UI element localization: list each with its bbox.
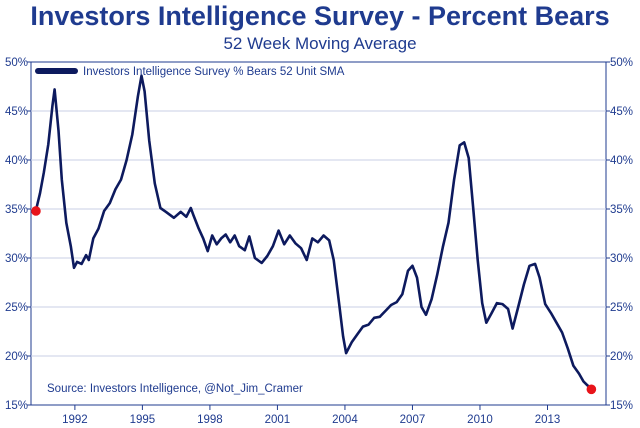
y-tick-label-left: 20% (5, 351, 28, 363)
x-tick-label: 2004 (332, 414, 358, 426)
legend: Investors Intelligence Survey % Bears 52… (35, 66, 345, 78)
y-tick-label-left: 25% (5, 302, 28, 314)
y-tick-label-left: 35% (5, 204, 28, 216)
x-tick-label: 2001 (265, 414, 291, 426)
marker-layer (31, 206, 597, 395)
axis-ticks: 15% 15% 20% 20% 25% 25% 30% 30% 35% 35% 40% 40% 45% 4… (5, 57, 633, 426)
y-tick-label-right: 20% (610, 351, 633, 363)
x-tick-label: 1998 (197, 414, 223, 426)
y-tick-label-right: 40% (610, 155, 633, 167)
endpoint-marker (31, 206, 41, 216)
plot-area (30, 61, 607, 406)
series-layer (34, 74, 593, 390)
y-tick-label-left: 45% (5, 106, 28, 118)
x-tick-label: 1995 (130, 414, 156, 426)
x-tick-label: 2013 (535, 414, 561, 426)
y-tick-label-left: 15% (5, 400, 28, 412)
chart-title: Investors Intelligence Survey - Percent … (30, 1, 610, 31)
y-tick-label-right: 15% (610, 400, 633, 412)
source-note: Source: Investors Intelligence, @Not_Jim… (47, 383, 303, 395)
y-tick-label-right: 25% (610, 302, 633, 314)
series-line (34, 74, 593, 390)
y-tick-label-left: 50% (5, 57, 28, 69)
endpoint-marker (586, 384, 597, 395)
y-tick-label-right: 30% (610, 253, 633, 265)
y-tick-label-right: 50% (610, 57, 633, 69)
y-tick-label-right: 35% (610, 204, 633, 216)
x-tick-label: 1992 (62, 414, 88, 426)
y-tick-label-left: 40% (5, 155, 28, 167)
legend-label: Investors Intelligence Survey % Bears 52… (83, 66, 345, 78)
y-tick-label-right: 45% (610, 106, 633, 118)
chart-subtitle: 52 Week Moving Average (223, 34, 417, 53)
x-tick-label: 2007 (400, 414, 426, 426)
x-tick-label: 2010 (467, 414, 493, 426)
y-tick-label-left: 30% (5, 253, 28, 265)
